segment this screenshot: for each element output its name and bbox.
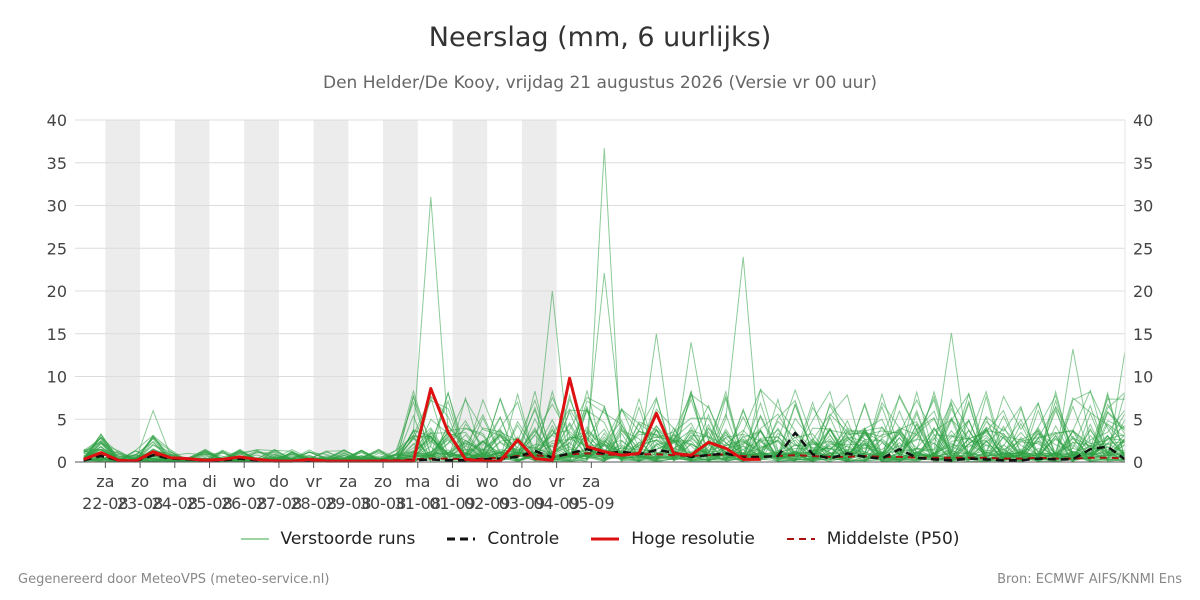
legend-swatch-highres xyxy=(591,537,620,541)
x-tick-date-label: 31-08 xyxy=(395,494,442,513)
x-tick-day-label: vr xyxy=(549,472,565,491)
ensemble-run-line xyxy=(83,396,1126,464)
x-tick-date-label: 01-09 xyxy=(429,494,476,513)
legend: Verstoorde runs Controle Hoge resolutie … xyxy=(0,529,1200,549)
x-tick-date-label: 26-08 xyxy=(221,494,268,513)
x-tick-day-label: za xyxy=(582,472,600,491)
x-tick-date-label: 29-08 xyxy=(325,494,372,513)
y-tick-label-right: 20 xyxy=(1133,282,1153,301)
x-tick-day-label: wo xyxy=(476,472,499,491)
x-tick-day-label: za xyxy=(96,472,114,491)
y-tick-label-left: 15 xyxy=(47,325,67,344)
y-tick-label-right: 30 xyxy=(1133,197,1153,216)
x-tick-date-label: 24-08 xyxy=(152,494,199,513)
y-tick-label-left: 5 xyxy=(57,410,67,429)
y-tick-label-left: 25 xyxy=(47,239,67,258)
legend-label-control: Controle xyxy=(487,529,560,549)
ensemble-run-line xyxy=(83,148,1126,463)
y-tick-label-left: 10 xyxy=(47,368,67,387)
chart-title: Neerslag (mm, 6 uurlijks) xyxy=(428,22,772,53)
y-tick-label-right: 25 xyxy=(1133,239,1153,258)
ensemble-runs xyxy=(83,148,1126,464)
x-tick-date-label: 05-09 xyxy=(568,494,615,513)
x-tick-date-label: 30-08 xyxy=(360,494,407,513)
x-tick-day-label: vr xyxy=(306,472,322,491)
x-tick-day-label: do xyxy=(269,472,289,491)
y-tick-label-left: 35 xyxy=(47,154,67,173)
main-series xyxy=(83,376,1126,463)
x-tick-date-label: 03-09 xyxy=(499,494,546,513)
x-tick-date-label: 28-08 xyxy=(290,494,337,513)
x-tick-day-label: zo xyxy=(374,472,392,491)
y-tick-label-right: 40 xyxy=(1133,111,1153,130)
footer-source: Bron: ECMWF AIFS/KNMI Ens xyxy=(997,572,1182,587)
legend-item-median[interactable]: Middelste (P50) xyxy=(786,529,960,549)
y-tick-label-left: 30 xyxy=(47,197,67,216)
x-tick-day-label: zo xyxy=(131,472,149,491)
x-tick-day-label: ma xyxy=(162,472,187,491)
legend-swatch-median xyxy=(786,538,815,540)
series-line-hoge-resolutie xyxy=(83,376,761,463)
x-tick-date-label: 23-08 xyxy=(117,494,164,513)
x-tick-day-label: wo xyxy=(233,472,256,491)
legend-item-ensemble[interactable]: Verstoorde runs xyxy=(240,529,416,549)
x-tick-date-label: 25-08 xyxy=(186,494,233,513)
x-tick-date-label: 02-09 xyxy=(464,494,511,513)
y-tick-label-right: 15 xyxy=(1133,325,1153,344)
legend-label-highres: Hoge resolutie xyxy=(631,529,755,549)
x-tick-day-label: do xyxy=(512,472,532,491)
footer-generator: Gegenereerd door MeteoVPS (meteo-service… xyxy=(18,572,330,587)
y-tick-label-right: 5 xyxy=(1133,410,1143,429)
chart-subtitle: Den Helder/De Kooy, vrijdag 21 augustus … xyxy=(323,73,877,93)
x-tick-day-label: di xyxy=(445,472,460,491)
y-tick-label-left: 20 xyxy=(47,282,67,301)
legend-swatch-control xyxy=(447,537,476,541)
legend-label-ensemble: Verstoorde runs xyxy=(280,529,416,549)
legend-label-median: Middelste (P50) xyxy=(826,529,960,549)
grid-lines xyxy=(75,119,1125,463)
x-tick-day-label: za xyxy=(339,472,357,491)
y-tick-label-right: 0 xyxy=(1133,453,1143,472)
x-tick-date-label: 22-08 xyxy=(82,494,129,513)
y-tick-label-left: 40 xyxy=(47,111,67,130)
legend-item-highres[interactable]: Hoge resolutie xyxy=(591,529,755,549)
x-tick-day-label: di xyxy=(202,472,217,491)
y-tick-label-right: 10 xyxy=(1133,368,1153,387)
legend-swatch-ensemble xyxy=(240,538,269,540)
y-tick-label-right: 35 xyxy=(1133,154,1153,173)
legend-item-control[interactable]: Controle xyxy=(447,529,559,549)
x-tick-date-label: 27-08 xyxy=(256,494,303,513)
x-tick-day-label: ma xyxy=(405,472,430,491)
x-tick-date-label: 04-09 xyxy=(533,494,580,513)
y-tick-label-left: 0 xyxy=(57,453,67,472)
